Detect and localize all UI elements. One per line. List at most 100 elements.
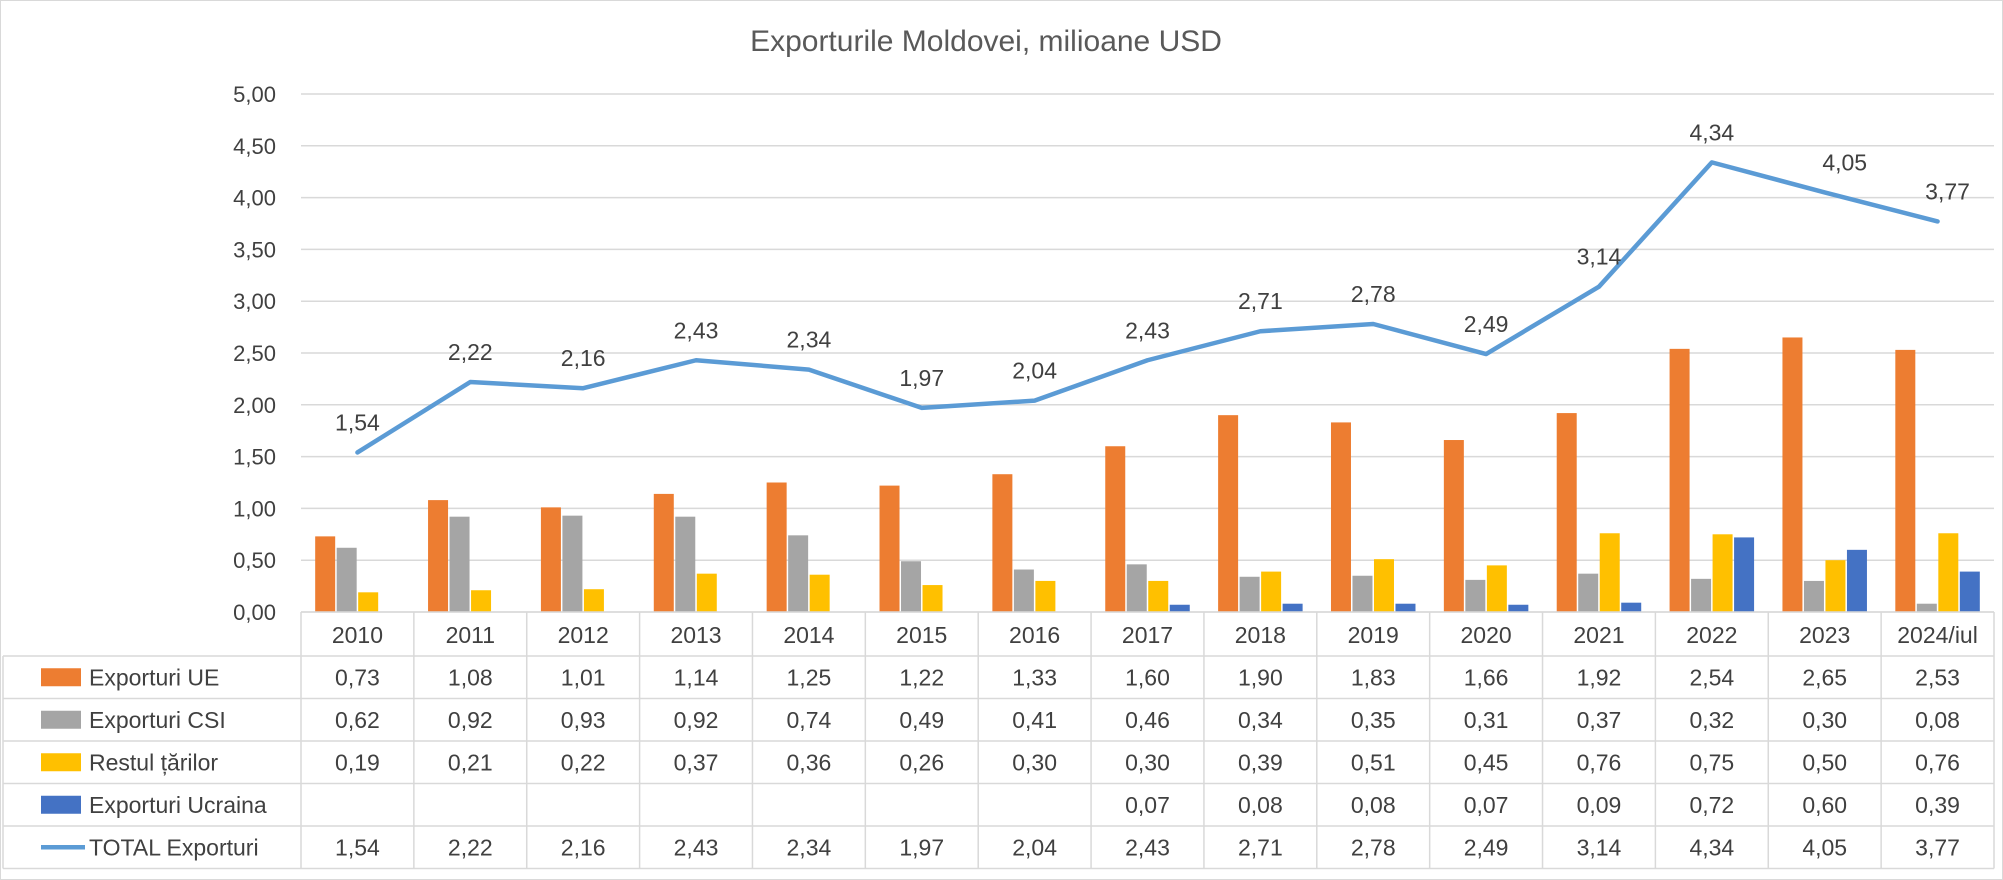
bar	[358, 592, 379, 612]
legend-key	[41, 753, 81, 772]
line-data-label: 3,77	[1925, 178, 1970, 204]
bar	[1486, 565, 1507, 612]
bar	[315, 536, 336, 612]
x-tick-label: 2023	[1799, 622, 1850, 648]
bar	[1282, 603, 1303, 612]
y-tick-label: 1,50	[233, 445, 276, 470]
table-cell-value: 2,22	[448, 834, 493, 860]
bar	[766, 482, 787, 612]
bar	[1556, 413, 1577, 612]
table-cell-value: 0,49	[899, 707, 944, 733]
bar	[1734, 537, 1755, 612]
table-cell-value: 2,53	[1915, 664, 1960, 690]
table-cell-value: 1,08	[448, 664, 493, 690]
table-cell-value: 1,90	[1238, 664, 1283, 690]
line-data-label: 4,05	[1822, 149, 1867, 175]
x-tick-label: 2010	[332, 622, 383, 648]
legend-label: Exporturi Ucraina	[89, 792, 267, 818]
table-cell-value: 0,50	[1802, 749, 1847, 775]
table-cell-value: 0,92	[448, 707, 493, 733]
line-data-label: 2,16	[561, 345, 606, 371]
table-cell-value: 1,14	[674, 664, 719, 690]
table-cell-value: 0,30	[1125, 749, 1170, 775]
table-cell-value: 0,39	[1915, 792, 1960, 818]
table-cell-value: 0,51	[1351, 749, 1396, 775]
x-tick-label: 2012	[558, 622, 609, 648]
table-cell-value: 0,45	[1464, 749, 1509, 775]
table-cell-value: 0,72	[1689, 792, 1734, 818]
table-cell-value: 1,83	[1351, 664, 1396, 690]
bar	[471, 590, 492, 612]
table-cell-value: 1,60	[1125, 664, 1170, 690]
table-cell-value: 0,08	[1238, 792, 1283, 818]
table-cell-value: 0,26	[899, 749, 944, 775]
legend-label: Exporturi CSI	[89, 707, 226, 733]
table-cell-value: 0,37	[674, 749, 719, 775]
table-cell-value: 0,21	[448, 749, 493, 775]
table-cell-value: 2,78	[1351, 834, 1396, 860]
table-cell-value: 2,49	[1464, 834, 1509, 860]
y-tick-label: 0,50	[233, 548, 276, 573]
x-tick-label: 2015	[896, 622, 947, 648]
table-cell-value: 0,07	[1464, 792, 1509, 818]
data-table: 2010 2011 2012 2013 2014 2015 2016 2017 2018 2019…	[2, 611, 1995, 870]
bar	[428, 500, 449, 612]
total-line-series: 1,54 2,22 2,16 2,43 2,34 1,97 2,04 2,43 2,71 2,78…	[335, 119, 1970, 455]
bar	[540, 507, 561, 612]
legend-label: Exporturi UE	[89, 664, 219, 690]
bar	[1578, 573, 1599, 612]
table-cell-value: 1,33	[1012, 664, 1057, 690]
table-cell-value: 0,19	[335, 749, 380, 775]
table-cell-value: 0,62	[335, 707, 380, 733]
bar	[583, 589, 604, 612]
y-tick-label: 0,00	[233, 600, 276, 625]
legend-label: Restul țărilor	[89, 749, 218, 775]
x-tick-label: 2014	[783, 622, 834, 648]
bar	[1825, 560, 1846, 612]
table-cell-value: 1,01	[561, 664, 606, 690]
table-cell-value: 1,54	[335, 834, 380, 860]
line-data-label: 2,43	[1125, 317, 1170, 343]
y-tick-label: 2,00	[233, 393, 276, 418]
table-cell-value: 2,43	[674, 834, 719, 860]
bar-series	[315, 337, 1980, 612]
bar	[1938, 533, 1959, 612]
line-data-label: 2,34	[787, 327, 832, 353]
line-data-label: 2,78	[1351, 281, 1396, 307]
table-cell-value: 1,97	[899, 834, 944, 860]
x-tick-label: 2011	[446, 622, 495, 648]
table-cell-value: 0,36	[787, 749, 832, 775]
table-cell-value: 0,35	[1351, 707, 1396, 733]
y-tick-label: 4,00	[233, 186, 276, 211]
table-cell-value: 2,16	[561, 834, 606, 860]
bar	[1105, 446, 1126, 612]
bar	[879, 485, 900, 612]
bar	[1148, 580, 1169, 612]
line-data-label: 2,22	[448, 339, 493, 365]
table-cell-value: 0,07	[1125, 792, 1170, 818]
y-tick-label: 3,50	[233, 237, 276, 262]
table-cell-value: 0,08	[1351, 792, 1396, 818]
bar	[1846, 549, 1867, 612]
x-tick-label: 2019	[1348, 622, 1399, 648]
bar	[1712, 534, 1733, 612]
line-data-label: 2,49	[1464, 311, 1509, 337]
table-cell-value: 0,73	[335, 664, 380, 690]
bar	[696, 573, 717, 612]
table-cell-value: 2,04	[1012, 834, 1057, 860]
table-cell-value: 0,30	[1802, 707, 1847, 733]
bar	[1599, 533, 1620, 612]
bar	[562, 515, 583, 612]
x-tick-label: 2016	[1009, 622, 1060, 648]
bar	[1465, 579, 1486, 612]
bar	[788, 535, 809, 612]
x-tick-label: 2020	[1461, 622, 1512, 648]
bar	[1443, 440, 1464, 612]
legend-key	[41, 668, 81, 687]
line-data-label: 1,97	[899, 365, 944, 391]
x-tick-label: 2013	[670, 622, 721, 648]
bar	[1013, 569, 1034, 612]
table-cell-value: 0,30	[1012, 749, 1057, 775]
table-cell-value: 4,05	[1802, 834, 1847, 860]
